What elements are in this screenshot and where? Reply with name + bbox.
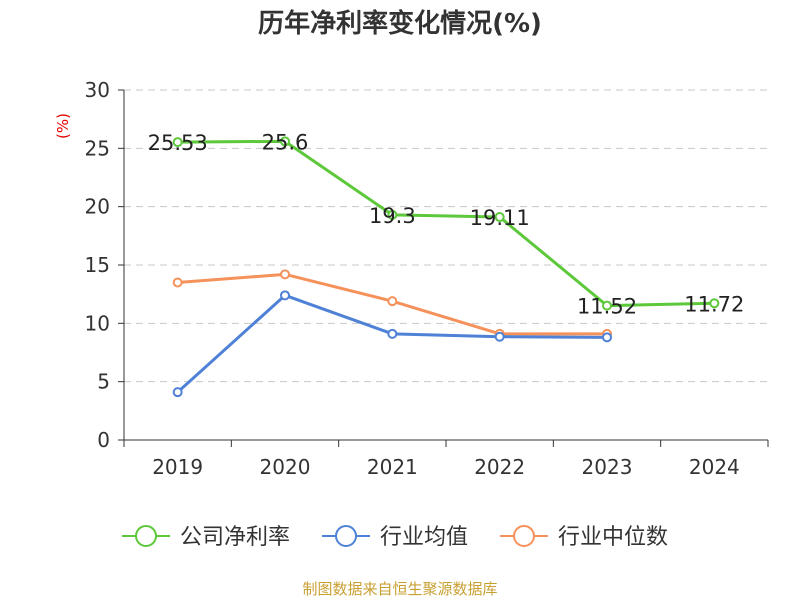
series-3 <box>172 269 612 339</box>
series-2 <box>172 290 612 398</box>
legend-item-3: 行业中位数 <box>500 525 668 550</box>
y-tick-label: 5 <box>97 370 110 394</box>
data-label: 25.6 <box>262 130 309 154</box>
x-tick-label: 2022 <box>474 455 525 479</box>
series-lines <box>172 136 720 398</box>
data-point <box>172 137 183 148</box>
data-point <box>280 136 290 147</box>
series-line <box>176 293 608 394</box>
data-label: 25.53 <box>148 131 208 155</box>
data-labels: 25.53 25.6 19.3 19.11 11.52 11.72 <box>148 130 745 318</box>
data-point <box>387 209 398 220</box>
data-point <box>602 300 612 311</box>
legend-marker <box>335 525 357 547</box>
y-tick-label: 20 <box>85 195 110 219</box>
legend-label: 行业均值 <box>380 525 468 550</box>
data-label: 19.3 <box>369 204 416 228</box>
data-label: 11.72 <box>684 292 744 316</box>
chart-title: 历年净利率变化情况(%) <box>258 8 542 39</box>
data-label: 19.11 <box>470 206 530 230</box>
gridlines <box>124 89 768 383</box>
series-1 <box>172 136 720 311</box>
legend-marker <box>513 525 535 547</box>
data-point <box>172 277 183 288</box>
y-tick-label: 30 <box>85 78 110 102</box>
legend-item-1: 公司净利率 <box>122 525 290 550</box>
data-point <box>494 212 505 223</box>
source-note: 制图数据来自恒生聚源数据库 <box>302 580 497 598</box>
x-tick-label: 2020 <box>260 455 311 479</box>
data-point <box>494 331 505 342</box>
y-tick-label: 0 <box>97 428 110 452</box>
legend-item-2: 行业均值 <box>322 525 468 550</box>
legend: 公司净利率 行业均值 行业中位数 <box>122 525 668 550</box>
data-point <box>280 290 290 301</box>
data-point <box>602 332 612 343</box>
y-tick-label: 25 <box>85 136 110 160</box>
y-tick-label: 10 <box>85 311 110 335</box>
data-point <box>387 328 398 339</box>
series-line <box>177 139 715 308</box>
legend-marker <box>135 525 157 547</box>
legend-label: 公司净利率 <box>180 525 290 550</box>
x-tick-label: 2023 <box>582 455 633 479</box>
x-tick-label: 2024 <box>689 455 740 479</box>
data-label: 11.52 <box>577 295 637 319</box>
data-point <box>280 269 290 280</box>
x-tick-label: 2021 <box>367 455 418 479</box>
x-tick-label: 2019 <box>152 455 203 479</box>
axes: 0 5 10 15 20 25 30 2019 2020 2021 2022 2023 2024 <box>85 78 769 479</box>
data-point <box>172 387 183 398</box>
data-point <box>387 296 398 307</box>
data-point <box>709 298 720 309</box>
y-tick-label: 15 <box>85 253 110 277</box>
y-axis-unit: (%) <box>54 113 72 139</box>
legend-label: 行业中位数 <box>558 525 668 550</box>
